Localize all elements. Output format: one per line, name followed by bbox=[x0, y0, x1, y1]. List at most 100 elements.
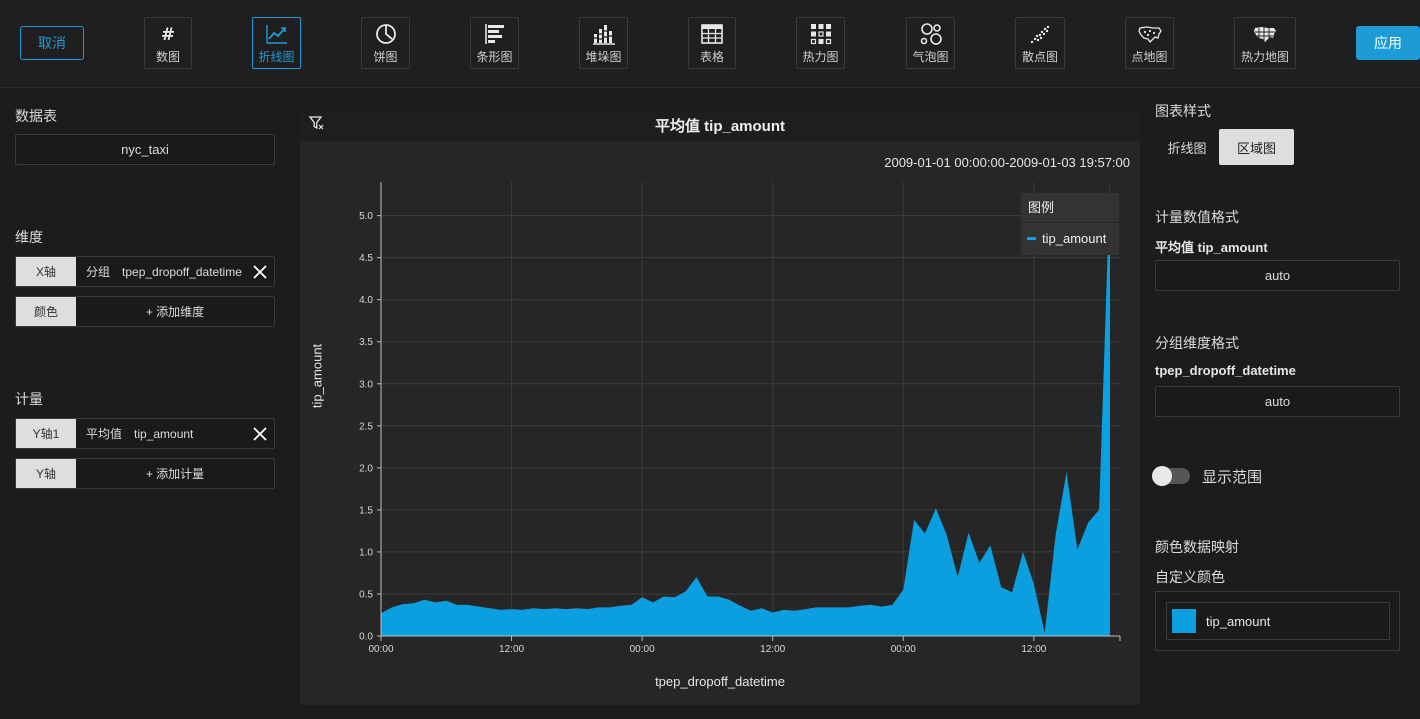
remove-y1-axis-button[interactable] bbox=[246, 419, 274, 448]
x-axis-content[interactable]: 分组 tpep_dropoff_datetime bbox=[76, 263, 246, 280]
chart-style-title: 图表样式 bbox=[1155, 103, 1211, 119]
legend-title: 图例 bbox=[1021, 193, 1119, 223]
x-tick-label: 12:00 bbox=[760, 644, 785, 655]
color-map-row: tip_amount bbox=[1166, 602, 1390, 640]
table-icon bbox=[700, 22, 724, 46]
y-axis-row[interactable]: Y轴 + 添加计量 bbox=[15, 458, 275, 489]
add-dimension-button[interactable]: + 添加维度 bbox=[145, 305, 205, 319]
color-map-box: tip_amount bbox=[1155, 591, 1400, 651]
chart-type-pie[interactable]: 饼图 bbox=[361, 17, 410, 69]
show-range-toggle[interactable] bbox=[1152, 466, 1190, 486]
add-measure-button[interactable]: + 添加计量 bbox=[145, 467, 205, 481]
chart-type-label: 气泡图 bbox=[912, 50, 949, 64]
measure-format-label: 平均值 tip_amount bbox=[1155, 240, 1268, 255]
style-line-option[interactable]: 折线图 bbox=[1167, 140, 1207, 156]
data-table-select[interactable]: nyc_taxi bbox=[15, 134, 275, 165]
heatmap-icon bbox=[809, 22, 833, 46]
chart-type-bubble[interactable]: 气泡图 bbox=[906, 17, 955, 69]
dim-format-label: tpep_dropoff_datetime bbox=[1155, 363, 1296, 378]
stacked-bar-icon bbox=[592, 22, 616, 46]
legend-swatch bbox=[1027, 237, 1036, 240]
y-tick-label: 1.5 bbox=[359, 505, 373, 516]
line-chart-icon bbox=[265, 22, 289, 46]
measure-format-value: auto bbox=[1264, 268, 1291, 283]
y-axis-ticks: 0.0 0.5 1.0 1.5 2.0 2.5 3.0 3.5 4.0 4.5 5.0 bbox=[359, 211, 381, 643]
x-axis-row[interactable]: X轴 分组 tpep_dropoff_datetime bbox=[15, 256, 275, 287]
chart-type-label: 表格 bbox=[699, 50, 724, 64]
pie-chart-icon bbox=[374, 22, 398, 46]
x-tick-label: 00:00 bbox=[891, 644, 916, 655]
toggle-knob bbox=[1152, 466, 1172, 486]
area-chart[interactable]: 0.0 0.5 1.0 1.5 2.0 2.5 3.0 3.5 4.0 4.5 5.0 00:00 1… bbox=[300, 109, 1140, 705]
y-tick-label: 3.0 bbox=[359, 379, 373, 390]
chart-type-label: 折线图 bbox=[258, 50, 295, 64]
date-range-label: 2009-01-01 00:00:00-2009-01-03 19:57:00 bbox=[884, 155, 1130, 170]
series-area-tip_amount bbox=[381, 182, 1110, 636]
measure-format-input[interactable]: auto bbox=[1155, 260, 1400, 291]
x-tick-label: 00:00 bbox=[630, 644, 655, 655]
chart-type-dot-map[interactable]: 点地图 bbox=[1125, 17, 1174, 69]
x-tick-label: 12:00 bbox=[499, 644, 524, 655]
y1-axis-content[interactable]: 平均值 tip_amount bbox=[76, 425, 246, 442]
dim-format-value: auto bbox=[1264, 394, 1291, 409]
measure-title: 计量 bbox=[15, 391, 43, 407]
custom-color-title: 自定义颜色 bbox=[1155, 569, 1225, 585]
dim-format-input[interactable]: auto bbox=[1155, 386, 1400, 417]
bubble-chart-icon bbox=[919, 22, 943, 46]
y-tick-label: 2.5 bbox=[359, 421, 373, 432]
y1-axis-field: tip_amount bbox=[134, 426, 194, 441]
y-tick-label: 2.0 bbox=[359, 463, 373, 474]
chart-panel: 平均值 tip_amount 2009-01-01 00:00:00-2009-… bbox=[300, 109, 1140, 705]
scatter-chart-icon bbox=[1028, 22, 1052, 46]
chart-type-heat-map[interactable]: 热力地图 bbox=[1234, 17, 1296, 69]
chart-toolbar: 取消 # 数图 折线图 饼图 条形图 堆垛图 表格 bbox=[0, 0, 1420, 88]
y1-axis-tag: Y轴1 bbox=[16, 419, 76, 448]
y1-axis-row[interactable]: Y轴1 平均值 tip_amount bbox=[15, 418, 275, 449]
x-tick-label: 12:00 bbox=[1021, 644, 1046, 655]
chart-type-table[interactable]: 表格 bbox=[688, 17, 736, 69]
chart-title: 平均值 tip_amount bbox=[655, 117, 785, 135]
apply-button[interactable]: 应用 bbox=[1356, 26, 1420, 60]
y-tick-label: 4.0 bbox=[359, 295, 373, 306]
y-tick-label: 0.5 bbox=[359, 589, 373, 600]
hash-icon: # bbox=[156, 22, 180, 46]
cancel-button[interactable]: 取消 bbox=[20, 26, 84, 60]
chart-grid bbox=[381, 182, 1120, 636]
color-swatch[interactable] bbox=[1172, 609, 1196, 633]
data-table-title: 数据表 bbox=[15, 108, 57, 124]
color-tag: 颜色 bbox=[16, 297, 76, 326]
chart-type-stacked[interactable]: 堆垛图 bbox=[579, 17, 628, 69]
chart-type-line[interactable]: 折线图 bbox=[252, 17, 301, 69]
y-tick-label: 4.5 bbox=[359, 253, 373, 264]
dimension-title: 维度 bbox=[15, 229, 43, 245]
chart-type-label: 堆垛图 bbox=[585, 50, 622, 64]
y-tick-label: 5.0 bbox=[359, 211, 373, 222]
chart-type-label: 饼图 bbox=[373, 50, 398, 64]
remove-x-axis-button[interactable] bbox=[246, 257, 274, 286]
close-icon bbox=[253, 264, 267, 279]
svg-text:#: # bbox=[161, 25, 175, 43]
chart-type-bar[interactable]: 条形图 bbox=[470, 17, 519, 69]
y-axis-label: tip_amount bbox=[309, 343, 325, 409]
chart-header: 平均值 tip_amount bbox=[300, 109, 1140, 141]
x-axis-label: tpep_dropoff_datetime bbox=[655, 674, 785, 689]
chart-type-scatter[interactable]: 散点图 bbox=[1015, 17, 1065, 69]
measure-format-title: 计量数值格式 bbox=[1155, 209, 1239, 225]
x-axis-kind: 分组 bbox=[86, 265, 111, 279]
color-row[interactable]: 颜色 + 添加维度 bbox=[15, 296, 275, 327]
chart-type-heatmap[interactable]: 热力图 bbox=[796, 17, 845, 69]
bar-chart-icon bbox=[483, 22, 507, 46]
y-axis-label-wrap: tip_amount bbox=[302, 301, 332, 451]
x-tick-label: 00:00 bbox=[368, 644, 393, 655]
style-area-option[interactable]: 区域图 bbox=[1219, 129, 1294, 165]
chart-type-number[interactable]: # 数图 bbox=[144, 17, 192, 69]
filter-clear-icon[interactable] bbox=[308, 115, 326, 133]
legend-item-label: tip_amount bbox=[1042, 231, 1107, 246]
dot-map-icon bbox=[1137, 22, 1162, 46]
legend-item-tip_amount[interactable]: tip_amount bbox=[1021, 223, 1119, 254]
y-tick-label: 1.0 bbox=[359, 547, 373, 558]
color-map-item-label: tip_amount bbox=[1206, 613, 1271, 629]
heat-map-icon bbox=[1253, 22, 1277, 46]
chart-type-label: 条形图 bbox=[476, 50, 513, 64]
show-range-label: 显示范围 bbox=[1202, 469, 1263, 486]
